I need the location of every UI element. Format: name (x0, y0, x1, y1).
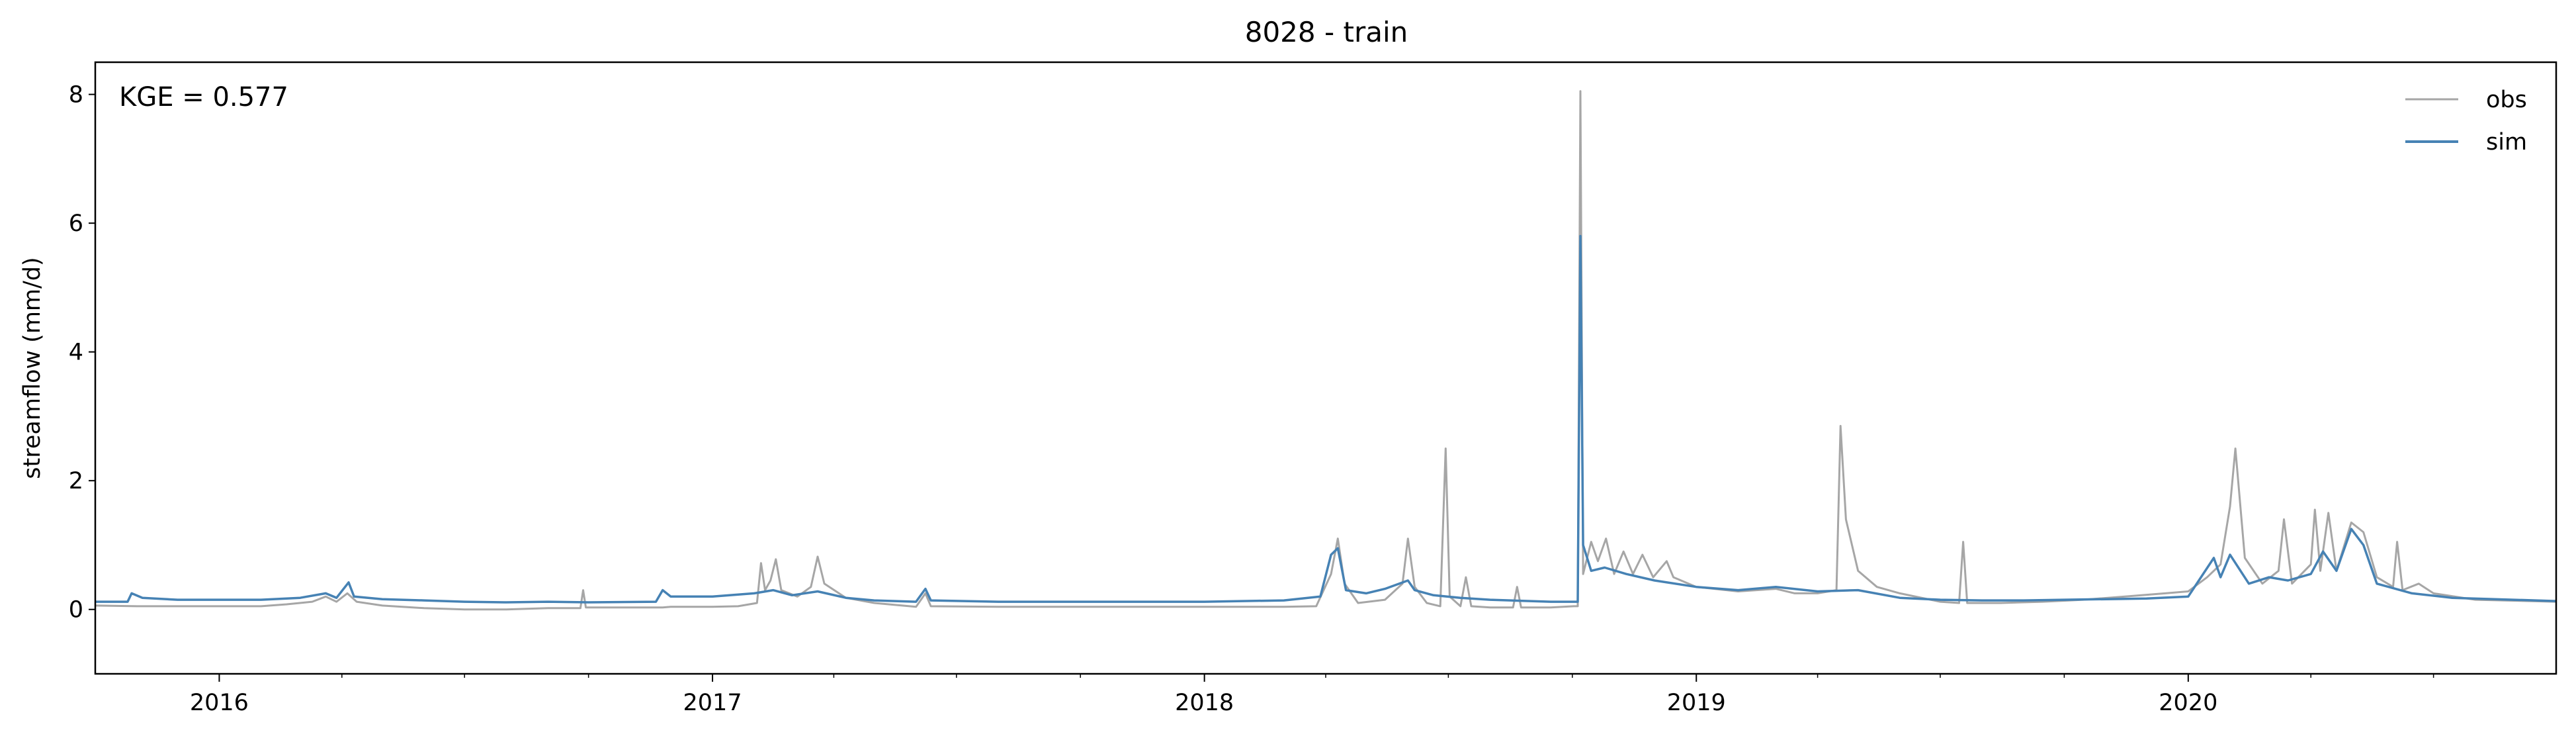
plot-frame (94, 61, 2557, 675)
x-tick-label: 2019 (1667, 690, 1726, 716)
x-axis: 2016 2017 2018 2019 2020 (190, 674, 2434, 716)
y-tick-label: 8 (69, 82, 83, 109)
y-tick-label: 4 (69, 340, 83, 366)
x-tick-label: 2020 (2159, 690, 2217, 716)
series-line-obs (95, 90, 2556, 611)
y-tick-label: 6 (69, 210, 83, 237)
x-tick-label: 2016 (190, 690, 249, 716)
y-axis-label: streamflow (mm/d) (19, 257, 46, 479)
x-tick-label: 2018 (1175, 690, 1234, 716)
x-tick-label: 2017 (683, 690, 742, 716)
series-line-sim (95, 234, 2556, 604)
legend: obs sim (2405, 87, 2527, 156)
chart-title: 8028 - train (1245, 16, 1408, 48)
series-layer (95, 90, 2556, 611)
kge-annotation: KGE = 0.577 (119, 82, 288, 113)
legend-label-sim: sim (2486, 129, 2527, 156)
y-tick-label: 0 (69, 597, 83, 624)
legend-label-obs: obs (2486, 87, 2527, 113)
y-axis: 0 2 4 6 8 (69, 82, 95, 624)
y-tick-label: 2 (69, 468, 83, 494)
